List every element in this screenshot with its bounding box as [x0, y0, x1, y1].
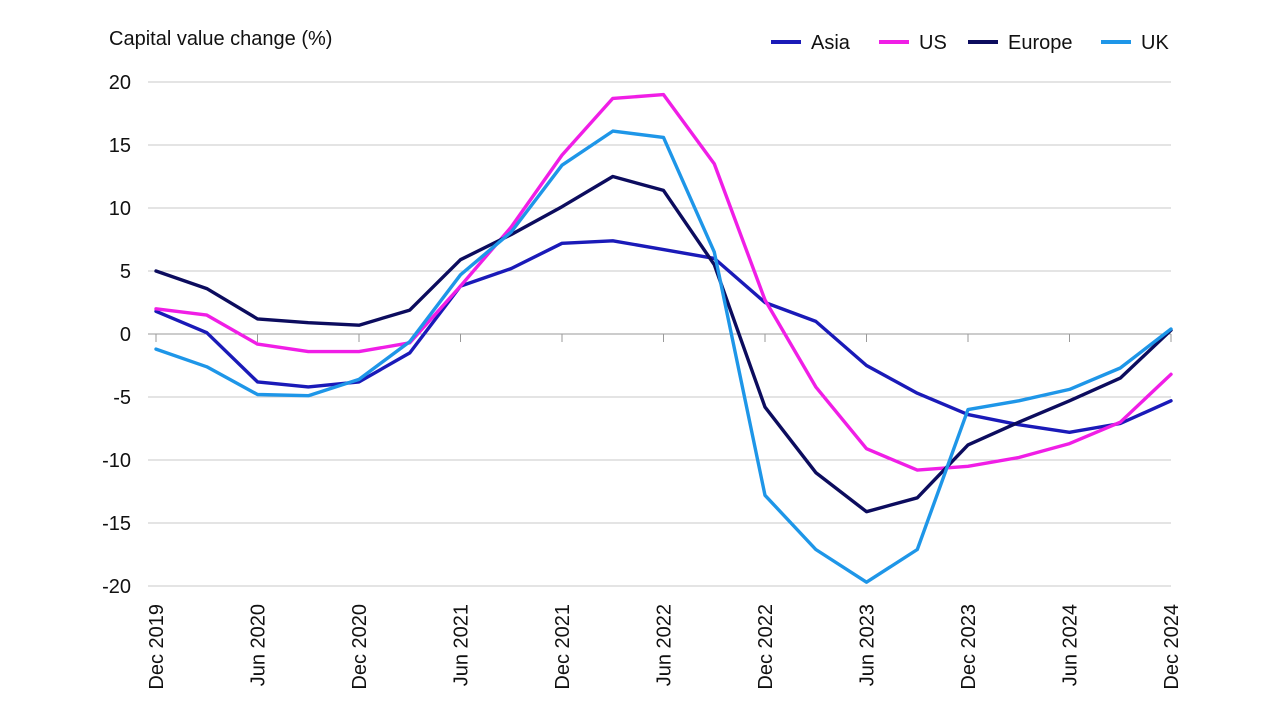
x-tick-label: Jun 2024	[1060, 604, 1082, 686]
y-tick-label: -20	[102, 576, 131, 598]
x-tick-label: Dec 2020	[349, 604, 371, 690]
x-tick-label: Jun 2023	[857, 604, 879, 686]
y-tick-labels: 20 15 10 5 0 -5 -10 -15 -20	[102, 72, 131, 598]
x-tick-label: Dec 2022	[755, 604, 777, 690]
x-tick-label: Dec 2023	[958, 604, 980, 690]
y-tick-label: 10	[109, 198, 131, 220]
y-tick-label: 20	[109, 72, 131, 94]
legend-label-uk: UK	[1141, 32, 1169, 54]
series-lines	[154, 92, 1173, 584]
y-tick-label: -10	[102, 450, 131, 472]
grid-lines	[148, 81, 1171, 587]
series-line-asia	[154, 239, 1173, 434]
x-tick-label: Jun 2021	[451, 604, 473, 686]
x-tick-label: Dec 2019	[146, 604, 168, 690]
y-tick-label: -15	[102, 513, 131, 535]
y-tick-label: 15	[109, 135, 131, 157]
legend-label-asia: Asia	[811, 32, 851, 54]
series-line-us	[154, 92, 1173, 472]
x-tick-label: Dec 2024	[1161, 604, 1183, 690]
x-tick-label: Dec 2021	[552, 604, 574, 690]
y-tick-label: -5	[113, 387, 131, 409]
x-tick-label: Jun 2022	[654, 604, 676, 686]
x-tick-label: Jun 2020	[248, 604, 270, 686]
y-tick-label: 0	[120, 324, 131, 346]
legend: Asia US Europe UK	[771, 32, 1169, 54]
y-axis-title: Capital value change (%)	[109, 28, 332, 50]
series-line-europe	[154, 174, 1173, 514]
series-line-uk	[154, 129, 1173, 584]
y-tick-label: 5	[120, 261, 131, 283]
axes	[148, 333, 1172, 342]
legend-label-us: US	[919, 32, 947, 54]
x-tick-labels: Dec 2019 Jun 2020 Dec 2020 Jun 2021 Dec 2021…	[146, 604, 1183, 690]
legend-label-europe: Europe	[1008, 32, 1073, 54]
